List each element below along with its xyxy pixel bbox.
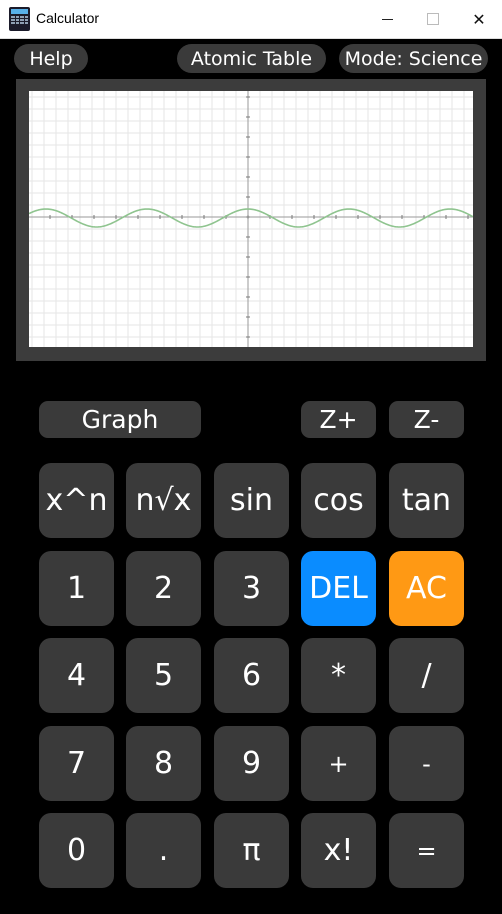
maximize-icon [427,13,439,25]
calculator-app-icon [9,7,30,31]
title-bar: Calculator ✕ [0,0,502,39]
digit-0-key[interactable]: 0 [39,813,114,888]
graph-display [16,79,486,361]
factorial-key[interactable]: x! [301,813,376,888]
close-icon: ✕ [472,10,485,29]
digit-5-key[interactable]: 5 [126,638,201,713]
digit-8-key[interactable]: 8 [126,726,201,801]
digit-9-key[interactable]: 9 [214,726,289,801]
graph-button[interactable]: Graph [39,401,201,438]
zoom-in-button[interactable]: Z+ [301,401,376,438]
cos-key[interactable]: cos [301,463,376,538]
digit-3-key[interactable]: 3 [214,551,289,626]
multiply-key[interactable]: * [301,638,376,713]
equals-key[interactable]: = [389,813,464,888]
function-curve [29,209,473,227]
minimize-button[interactable] [364,0,410,38]
add-key[interactable]: + [301,726,376,801]
digit-7-key[interactable]: 7 [39,726,114,801]
digit-6-key[interactable]: 6 [214,638,289,713]
delete-key[interactable]: DEL [301,551,376,626]
sin-key[interactable]: sin [214,463,289,538]
minimize-icon [382,19,393,20]
decimal-point-key[interactable]: . [126,813,201,888]
power-key[interactable]: x^n [39,463,114,538]
graph-canvas[interactable] [29,91,473,347]
window-title: Calculator [36,10,99,26]
close-button[interactable]: ✕ [456,0,502,38]
root-key[interactable]: n√x [126,463,201,538]
help-button[interactable]: Help [14,44,88,73]
all-clear-key[interactable]: AC [389,551,464,626]
maximize-button[interactable] [410,0,456,38]
pi-key[interactable]: π [214,813,289,888]
graph-plot [29,91,473,347]
subtract-key[interactable]: - [389,726,464,801]
digit-4-key[interactable]: 4 [39,638,114,713]
mode-button[interactable]: Mode: Science [339,44,488,73]
divide-key[interactable]: / [389,638,464,713]
zoom-out-button[interactable]: Z- [389,401,464,438]
tan-key[interactable]: tan [389,463,464,538]
digit-1-key[interactable]: 1 [39,551,114,626]
atomic-table-button[interactable]: Atomic Table [177,44,326,73]
digit-2-key[interactable]: 2 [126,551,201,626]
